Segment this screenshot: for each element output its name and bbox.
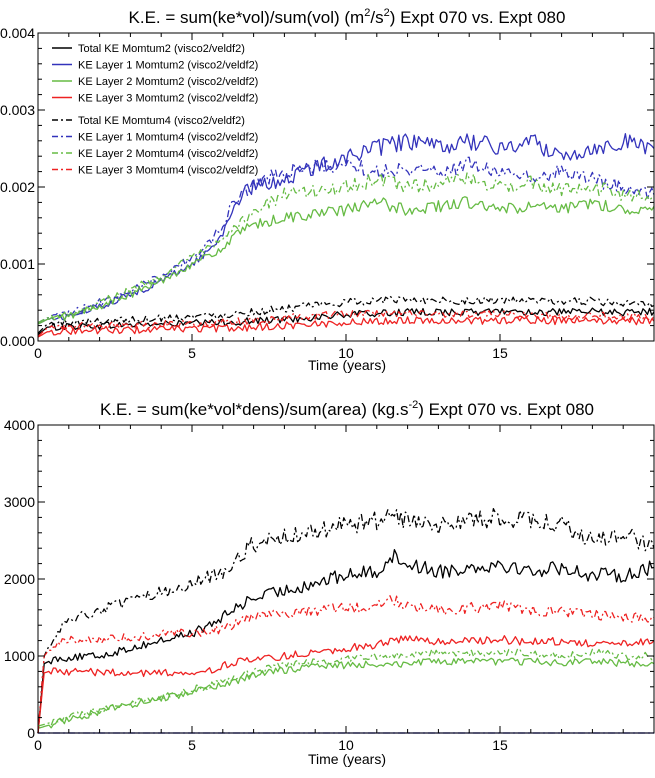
x-tick-label: 10 <box>338 345 354 361</box>
series-line <box>37 549 655 734</box>
x-tick-label: 0 <box>34 737 42 753</box>
x-tick-label: 0 <box>34 345 42 361</box>
legend-entry: KE Layer 3 Momtum2 (visco2/veldf2) <box>78 93 258 105</box>
y-tick-label: 1000 <box>4 648 35 664</box>
chart-bottom: K.E. = sum(ke*vol*dens)/sum(area) (kg.s-… <box>4 399 655 767</box>
chart-title: K.E. = sum(ke*vol*dens)/sum(area) (kg.s-… <box>100 399 594 419</box>
x-tick-label: 5 <box>188 737 196 753</box>
series-line <box>37 595 655 734</box>
series-line <box>37 309 655 337</box>
x-axis-label: Time (years) <box>308 357 386 373</box>
legend-entry: Total KE Momtum2 (visco2/veldf2) <box>78 43 245 55</box>
y-tick-label: 0.004 <box>0 25 35 41</box>
series-line <box>37 635 655 734</box>
chart-title: K.E. = sum(ke*vol)/sum(vol) (m2/s2) Expt… <box>129 7 566 27</box>
series-line <box>37 648 655 727</box>
legend-entry: KE Layer 1 Momtum4 (visco2/veldf2) <box>78 132 258 144</box>
x-axis-label: Time (years) <box>308 751 386 767</box>
legend-entry: KE Layer 2 Momtum4 (visco2/veldf2) <box>78 148 258 160</box>
series-line <box>37 507 655 734</box>
y-tick-label: 0.000 <box>0 333 35 349</box>
x-tick-label: 5 <box>188 345 196 361</box>
series-line <box>37 295 655 334</box>
series-line <box>37 316 655 338</box>
x-tick-label: 15 <box>492 737 508 753</box>
y-tick-label: 4000 <box>4 417 35 433</box>
chart-legend: Total KE Momtum2 (visco2/veldf2) KE Layer… <box>52 43 258 177</box>
series-line <box>37 307 655 336</box>
legend-entry: KE Layer 1 Momtum2 (visco2/veldf2) <box>78 60 258 72</box>
x-tick-label: 10 <box>338 737 354 753</box>
chart-top: K.E. = sum(ke*vol)/sum(vol) (m2/s2) Expt… <box>0 7 655 373</box>
legend-entry: Total KE Momtum4 (visco2/veldf2) <box>78 115 245 127</box>
y-tick-label: 0 <box>27 725 35 741</box>
y-tick-label: 0.002 <box>0 179 35 195</box>
y-tick-label: 0.001 <box>0 256 35 272</box>
y-tick-label: 2000 <box>4 571 35 587</box>
x-tick-label: 15 <box>492 345 508 361</box>
series-line <box>37 156 655 324</box>
legend-entry: KE Layer 3 Momtum4 (visco2/veldf2) <box>78 165 258 177</box>
series-line <box>37 657 655 730</box>
series-line <box>37 172 655 324</box>
series-line <box>37 196 655 325</box>
legend-entry: KE Layer 2 Momtum2 (visco2/veldf2) <box>78 76 258 88</box>
y-tick-label: 0.003 <box>0 102 35 118</box>
y-tick-label: 3000 <box>4 494 35 510</box>
